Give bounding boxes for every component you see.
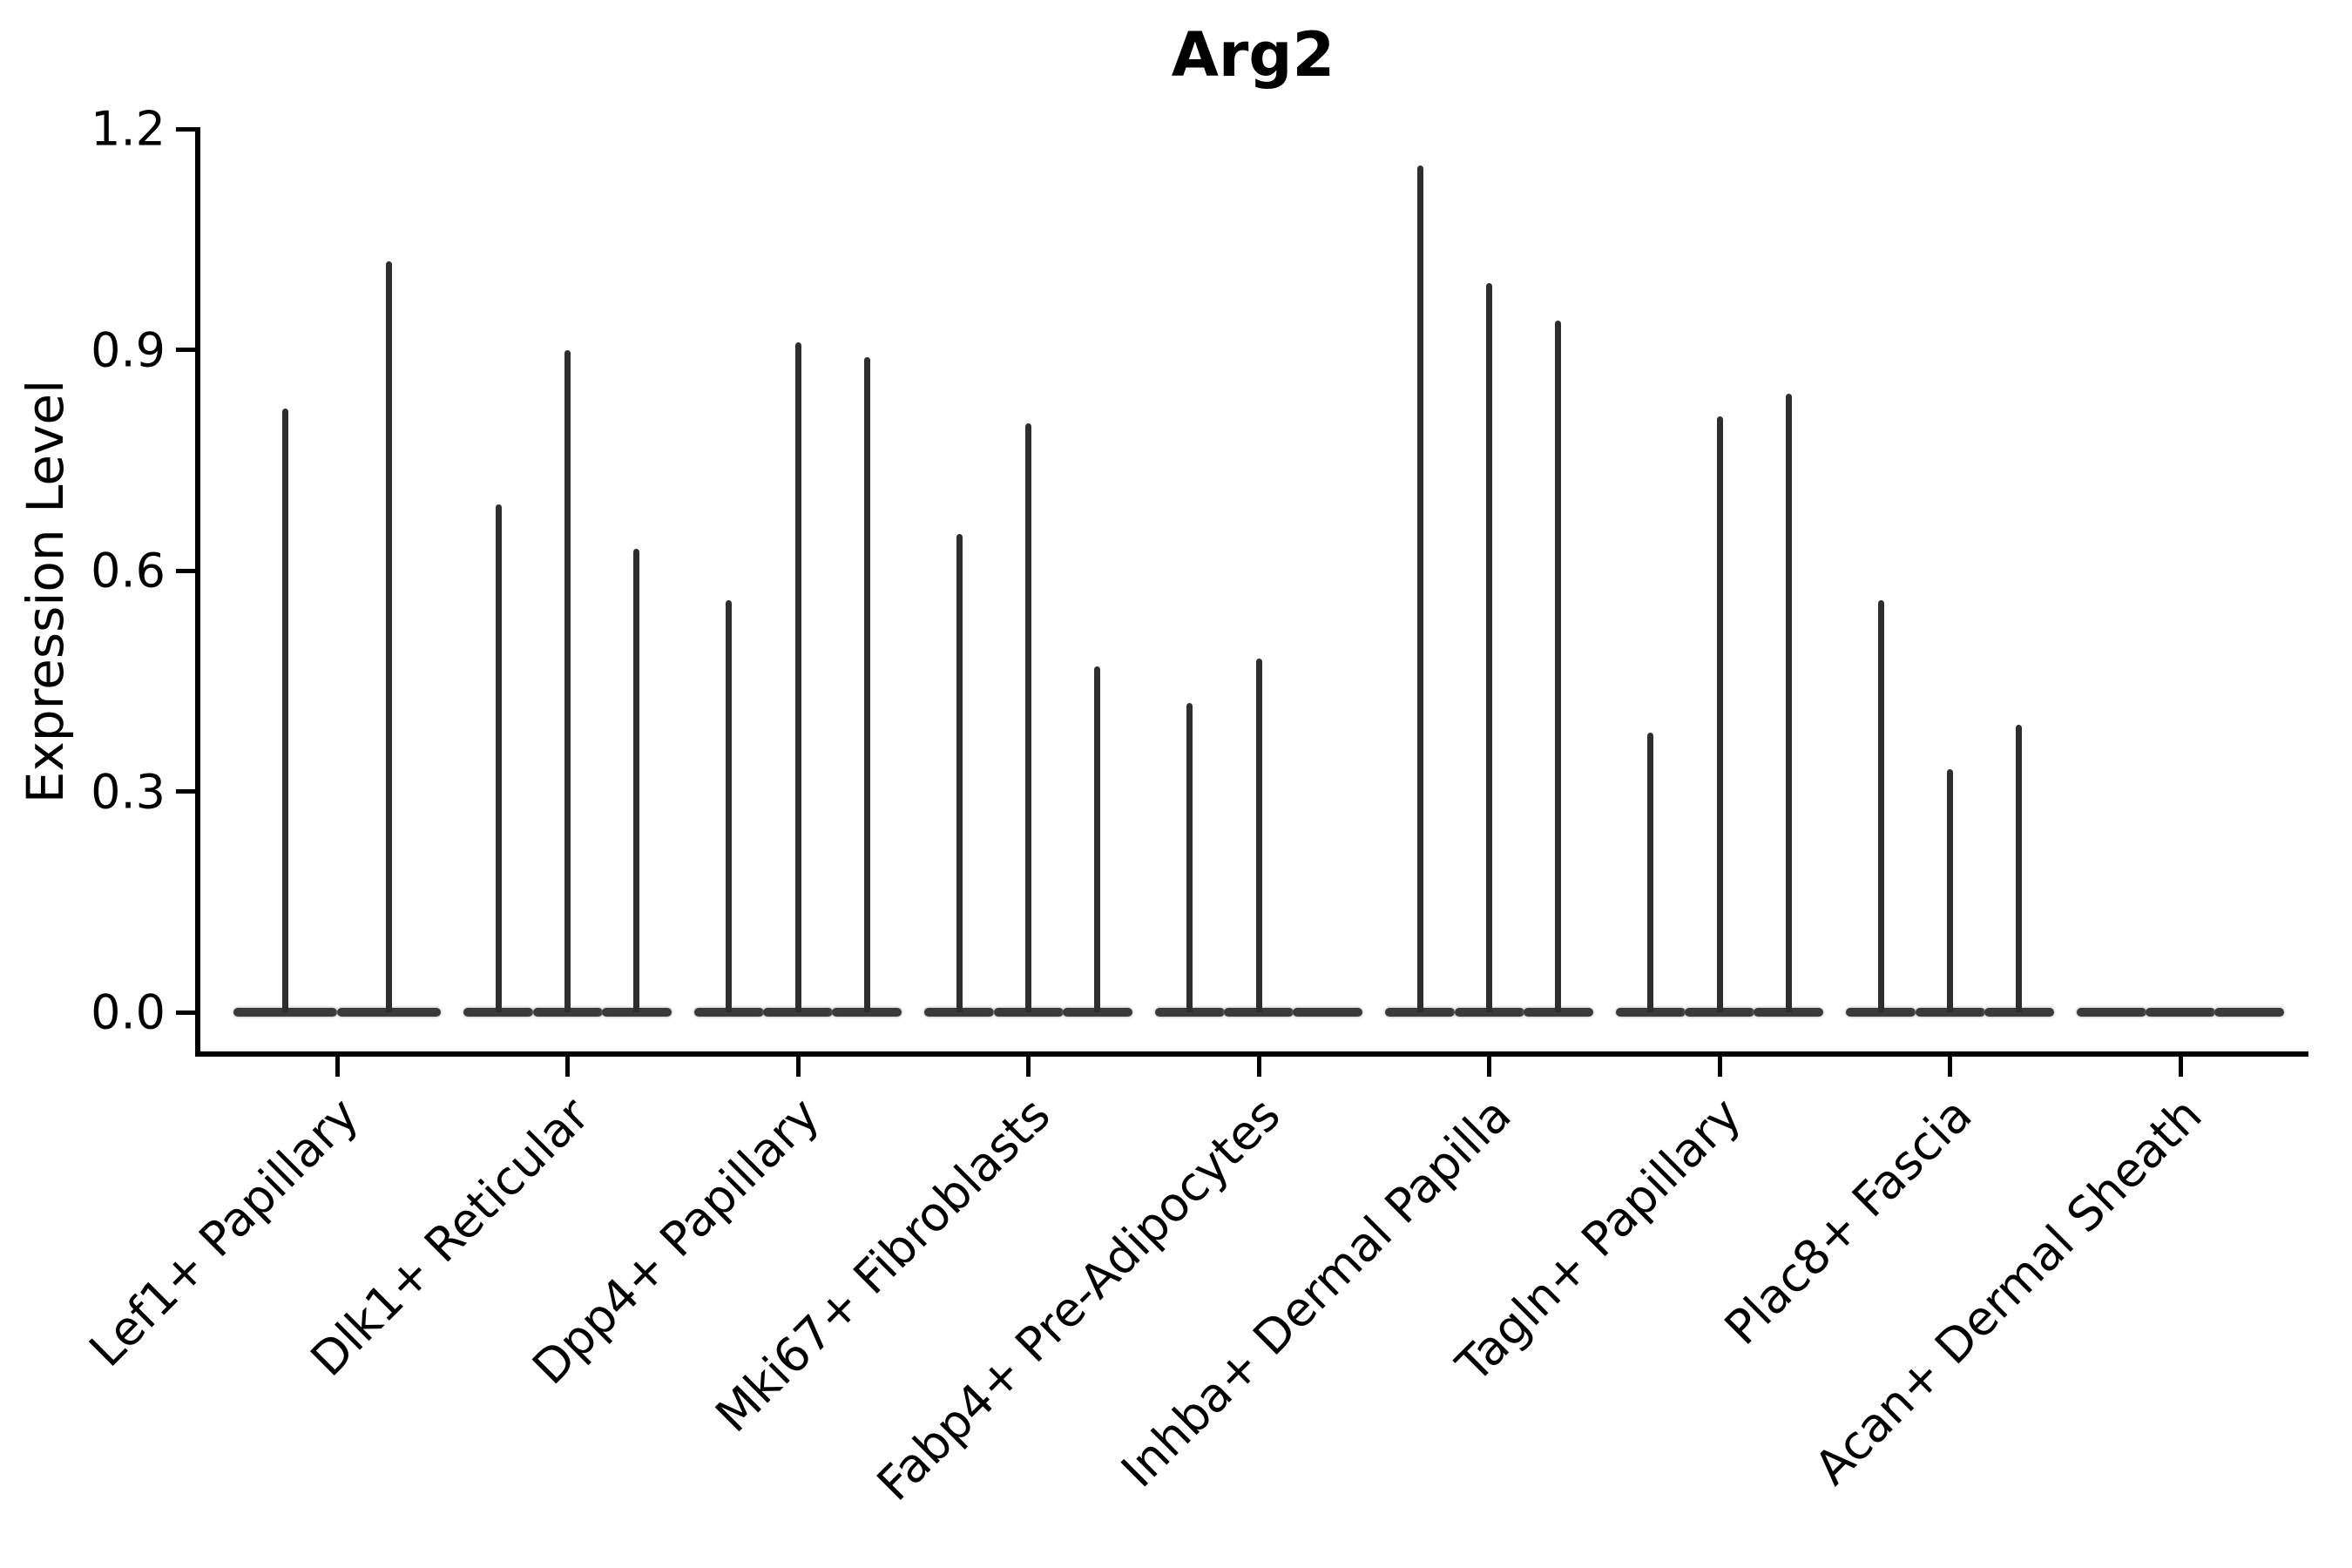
violin-body (1754, 1008, 1824, 1017)
violin-body (1293, 1008, 1363, 1017)
violin-spike (1877, 599, 1884, 1012)
x-tick-label: Inhba+ Dermal Papilla (1110, 1087, 1522, 1498)
y-tick-label: 1.2 (91, 101, 166, 157)
violin-body (2146, 1008, 2215, 1017)
violin-body (1915, 1008, 1985, 1017)
violin-body (601, 1008, 672, 1017)
violin-spike (1647, 732, 1654, 1012)
y-tick-label: 0.3 (91, 764, 166, 819)
violin-body (693, 1008, 764, 1017)
violin-body (1685, 1008, 1754, 1017)
violin-spike (564, 349, 571, 1012)
violin-body (233, 1008, 337, 1017)
violin-body (832, 1008, 902, 1017)
violin-spike (633, 548, 640, 1012)
violin-body (1154, 1008, 1225, 1017)
y-tick-mark (176, 348, 196, 352)
x-tick-mark (2178, 1057, 2183, 1077)
violin-spike (1255, 659, 1262, 1012)
violin-body (337, 1008, 441, 1017)
violin-body (1523, 1008, 1593, 1017)
chart-title: Arg2 (1171, 19, 1335, 91)
x-axis-line (195, 1051, 2308, 1057)
y-tick-label: 0.0 (91, 984, 166, 1040)
x-tick-mark (565, 1057, 570, 1077)
violin-spike (386, 261, 392, 1012)
violin-body (532, 1008, 603, 1017)
violin-spike (1186, 703, 1193, 1012)
y-axis-line (195, 127, 200, 1056)
x-tick-label: Fabp4+ Pre-Adipocytes (866, 1087, 1291, 1511)
violin-body (1454, 1008, 1524, 1017)
violin-body (763, 1008, 833, 1017)
violin-body (924, 1008, 995, 1017)
x-tick-mark (1717, 1057, 1722, 1077)
violin-spike (1025, 423, 1031, 1012)
violin-spike (282, 409, 288, 1012)
x-tick-mark (1026, 1057, 1031, 1077)
x-tick-mark (795, 1057, 801, 1077)
violin-spike (1094, 666, 1101, 1012)
violin-body (2076, 1008, 2146, 1017)
violin-spike (956, 533, 963, 1012)
x-tick-mark (335, 1057, 340, 1077)
violin-spike (1716, 416, 1723, 1012)
y-tick-label: 0.6 (91, 543, 166, 598)
violin-body (2214, 1008, 2285, 1017)
violin-spike (863, 356, 870, 1012)
violin-spike (794, 342, 801, 1012)
violin-spike (1947, 769, 1953, 1012)
x-tick-label: Plac8+ Fascia (1713, 1087, 1983, 1355)
violin-body (1615, 1008, 1686, 1017)
y-tick-mark (176, 126, 196, 132)
violin-spike (1785, 394, 1792, 1012)
violin-body (1224, 1008, 1294, 1017)
x-tick-mark (1487, 1057, 1491, 1077)
x-tick-label: Acan+ Dermal Sheath (1804, 1087, 2213, 1496)
violin-body (1984, 1008, 2054, 1017)
violin-body (463, 1008, 534, 1017)
violin-spike (1416, 166, 1423, 1012)
violin-spike (726, 599, 733, 1012)
y-tick-label: 0.9 (91, 322, 166, 377)
violin-spike (495, 504, 502, 1012)
x-tick-mark (1948, 1057, 1952, 1077)
violin-spike (1486, 283, 1492, 1012)
y-tick-mark (176, 1010, 196, 1015)
violin-body (1846, 1008, 1916, 1017)
violin-spike (2016, 725, 2023, 1012)
y-tick-mark (176, 789, 196, 794)
violin-body (993, 1008, 1064, 1017)
y-tick-mark (176, 568, 196, 573)
violin-body (1062, 1008, 1132, 1017)
violin-spike (1555, 320, 1562, 1012)
violin-body (1385, 1008, 1456, 1017)
x-tick-mark (1256, 1057, 1261, 1077)
